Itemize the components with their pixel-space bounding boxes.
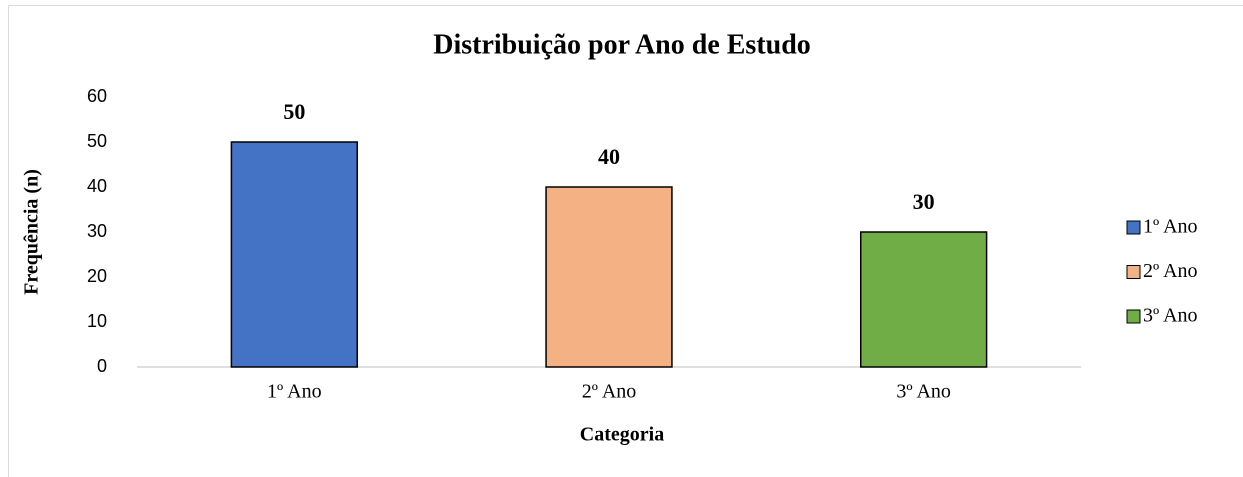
- legend-label: 2º Ano: [1143, 260, 1198, 282]
- y-tick-label: 20: [87, 266, 107, 286]
- data-label: 50: [283, 99, 305, 124]
- y-tick-label: 50: [87, 131, 107, 151]
- y-tick-label: 10: [87, 311, 107, 331]
- x-axis-title: Categoria: [580, 424, 664, 446]
- y-axis-title: Frequência (n): [21, 169, 43, 295]
- x-tick-label: 2º Ano: [582, 381, 637, 403]
- y-tick-label: 60: [87, 86, 107, 106]
- y-tick-label: 30: [87, 221, 107, 241]
- bar: [859, 231, 988, 368]
- x-tick-label: 3º Ano: [896, 381, 951, 403]
- legend-swatch: [1126, 309, 1141, 324]
- y-tick-label: 40: [87, 176, 107, 196]
- chart-frame: [8, 5, 1243, 477]
- bar: [545, 186, 673, 368]
- legend-swatch: [1126, 265, 1141, 279]
- data-label: 40: [598, 144, 620, 169]
- legend-label: 1º Ano: [1143, 216, 1198, 238]
- legend-swatch: [1126, 220, 1141, 235]
- bar: [230, 141, 359, 368]
- x-tick-label: 1º Ano: [267, 381, 322, 403]
- legend-label: 3º Ano: [1143, 305, 1198, 327]
- y-tick-label: 0: [97, 356, 107, 376]
- chart-title: Distribuição por Ano de Estudo: [433, 29, 811, 60]
- data-label: 30: [913, 189, 935, 214]
